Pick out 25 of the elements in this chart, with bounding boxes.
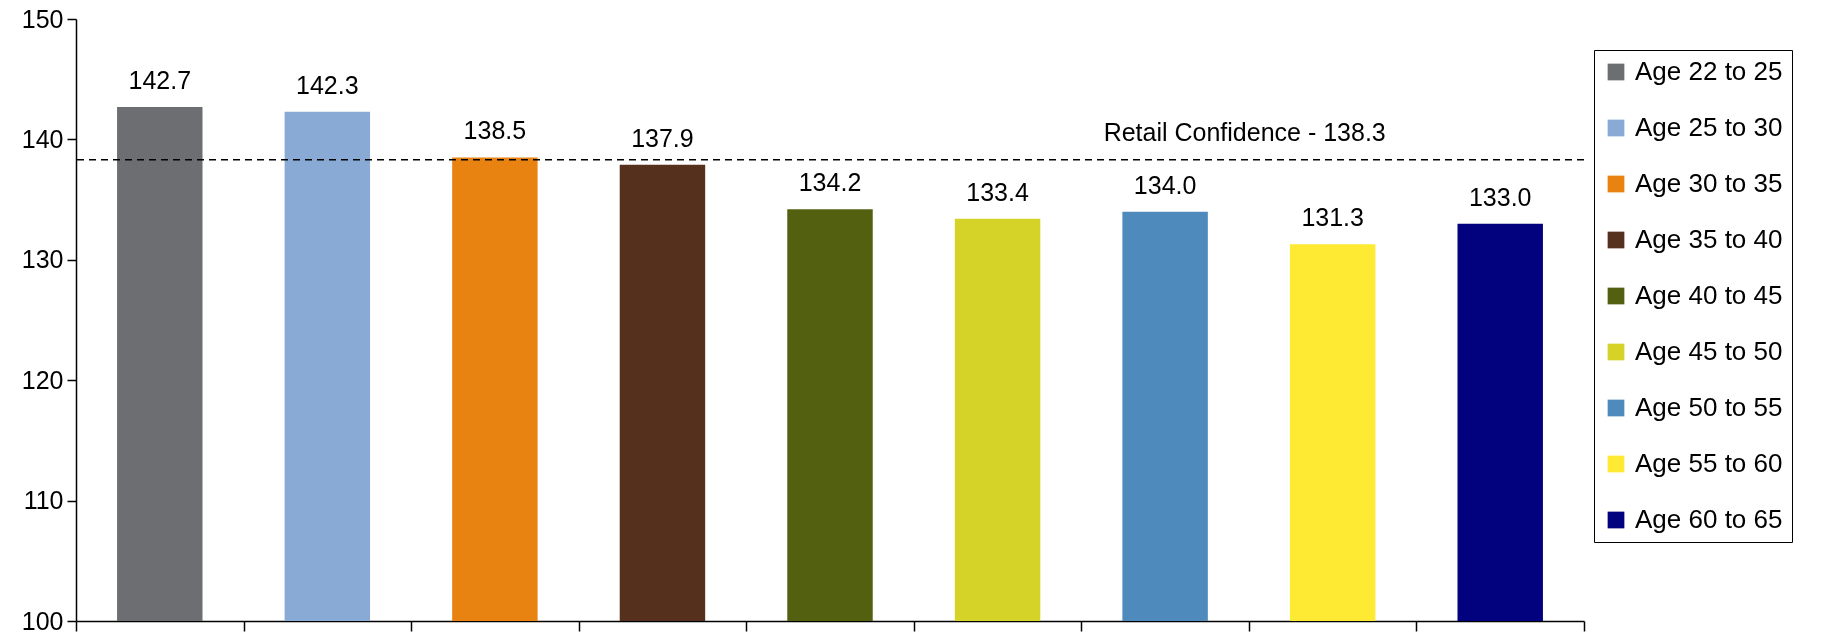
y-tick-label: 130 [21,245,64,274]
y-tick-label: 110 [23,486,64,515]
data-label: 131.3 [1301,203,1364,232]
data-label: 134.2 [798,168,862,197]
legend-label: Age 30 to 35 [1635,168,1783,198]
legend-label: Age 45 to 50 [1635,336,1783,366]
y-tick-label: 120 [21,365,64,394]
ref-line-label: Retail Confidence - 138.3 [1103,117,1386,146]
data-label: 138.5 [463,116,527,145]
legend-label: Age 22 to 25 [1635,56,1783,86]
legend-label: Age 40 to 45 [1635,280,1783,310]
data-label: 133.4 [966,177,1029,206]
legend-label: Age 60 to 65 [1635,504,1783,534]
legend-label: Age 25 to 30 [1635,112,1783,142]
y-tick-label: 140 [21,124,64,153]
data-label: 142.7 [128,65,192,94]
legend-label: Age 55 to 60 [1635,448,1783,478]
data-label: 133.0 [1468,182,1532,211]
y-tick-label: 150 [21,4,64,33]
legend-label: Age 35 to 40 [1635,224,1783,254]
y-tick-label: 100 [21,606,64,635]
data-label: 134.0 [1133,170,1197,199]
data-label: 142.3 [296,70,359,99]
data-label: 137.9 [631,123,694,152]
legend-label: Age 50 to 55 [1635,392,1783,422]
